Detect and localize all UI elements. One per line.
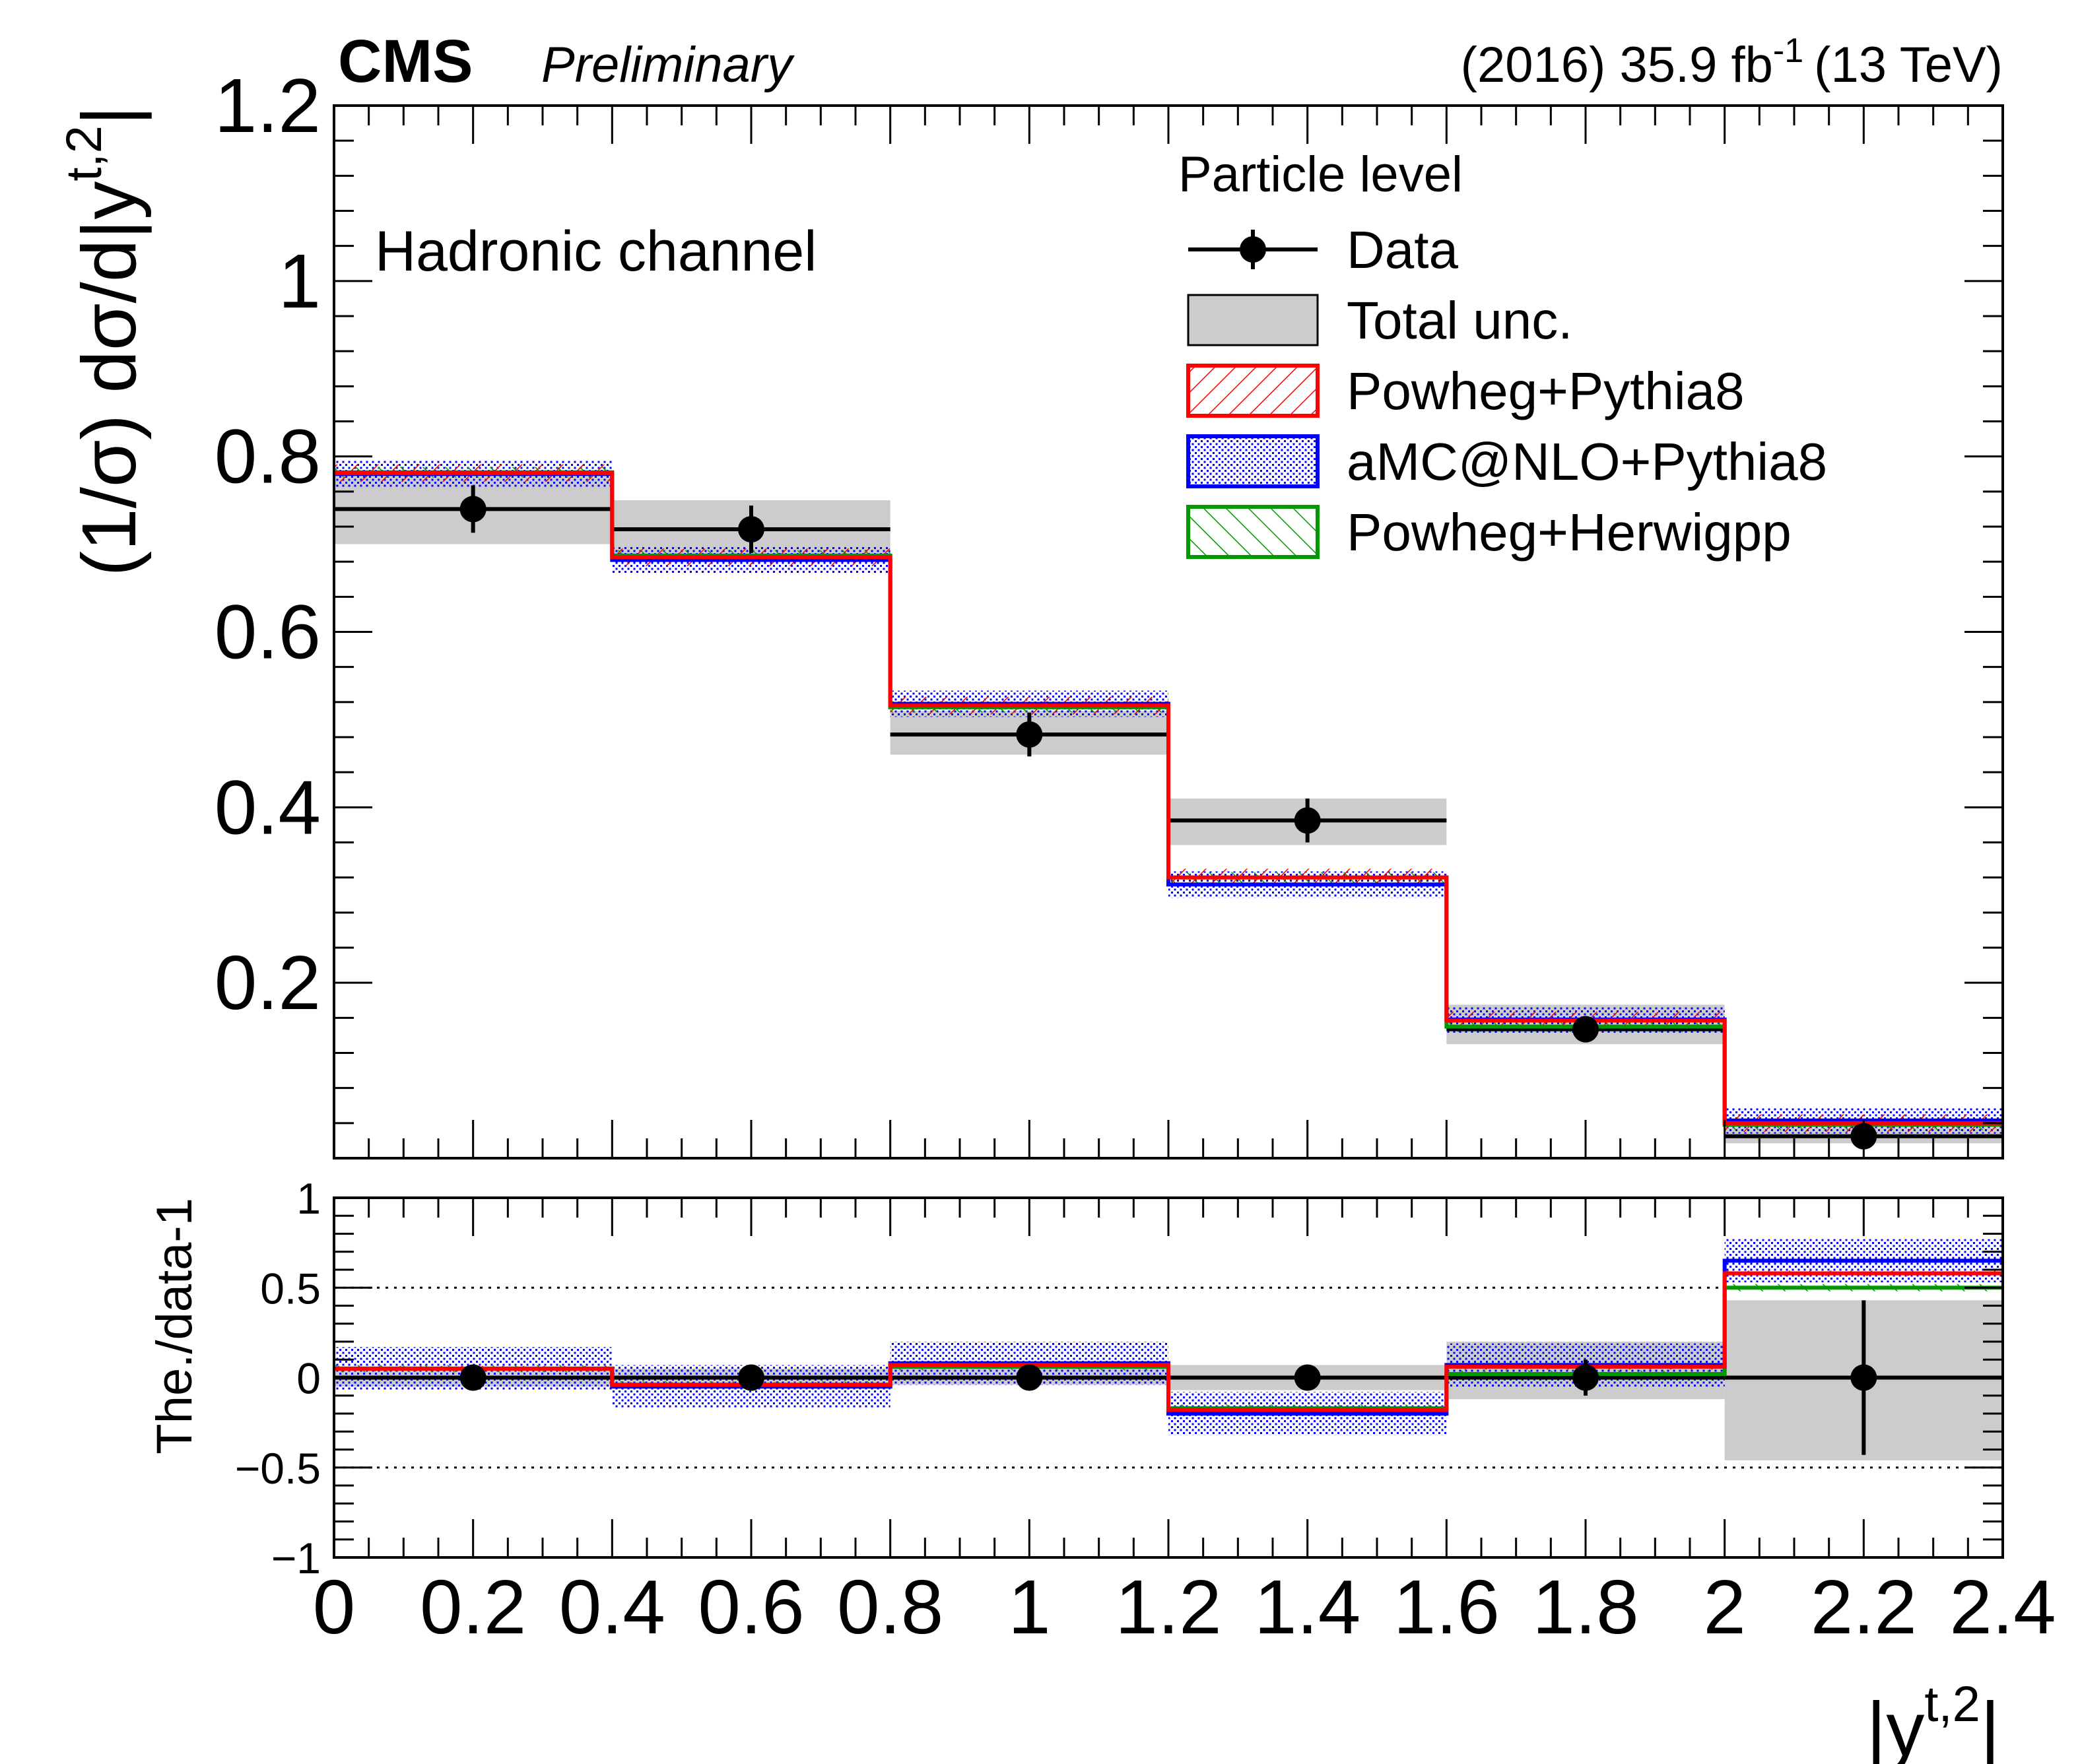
status-label: Preliminary [541,37,795,93]
ratio-y-tick-label: −0.5 [235,1444,321,1493]
ratio-data-point-5 [1572,1364,1599,1391]
x-tick-label: 0.4 [559,1564,665,1650]
ratio-y-tick-label: −1 [271,1534,321,1583]
x-tick-label: 1 [1008,1564,1051,1650]
legend-amcatnlo-pythia8-swatch [1186,434,1320,488]
main-y-tick-label: 0.2 [215,940,321,1026]
x-tick-label: 1.8 [1532,1564,1638,1650]
x-tick-label: 0.2 [420,1564,526,1650]
experiment-label: CMS [338,28,473,95]
main-y-tick-label: 0.8 [215,414,321,500]
x-label-text: |y [1866,1686,1924,1764]
ratio-powheg-pythia8-step-line [334,1271,2003,1412]
ratio-data-point-4 [1294,1364,1321,1391]
legend-label: Data [1347,220,1458,279]
legend-data-marker [1240,236,1266,263]
main-data-point-3 [1016,721,1043,748]
ratio-data-point-1 [459,1364,486,1391]
legend-powheg-pythia8-swatch [1186,364,1320,418]
x-tick-label: 0.8 [837,1564,943,1650]
x-tick-label: 0 [313,1564,356,1650]
main-data-point-4 [1294,807,1321,834]
ratio-plot-area [334,1239,2003,1469]
main-y-tick-label: 1 [278,238,321,324]
main-y-label-sup: t,2 [56,125,112,181]
x-label-close: | [1980,1686,2000,1764]
main-y-tick-label: 0.4 [215,764,321,850]
main-data-point-1 [459,496,486,523]
main-y-axis-label: (1/σ) dσ/d|yt,2| [56,106,152,576]
main-y-label-close: | [66,106,152,125]
ratio-y-tick-label: 0.5 [260,1264,321,1313]
x-label-sup: t,2 [1924,1676,1980,1732]
main-powheg-pythia8-step-line [334,471,2003,1125]
ratio-data-point-2 [738,1364,764,1391]
x-tick-label: 2.4 [1949,1564,2056,1650]
legend-label: Total unc. [1347,291,1572,350]
legend-label: Powheg+Herwigpp [1347,503,1792,562]
main-y-tick-label: 0.6 [215,589,321,675]
ratio-y-tick-label: 0 [296,1354,321,1403]
ratio-axis-ticks: 0 0.2 0.4 0.6 0.8 1 1.2 1.4 1.6 1.8 2 2.2 2.4 −1 −0.5 0… [235,1174,2056,1650]
lumi-prefix: (2016) 35.9 fb [1461,37,1773,93]
ratio-data-point-6 [1850,1364,1877,1391]
legend-label: aMC@NLO+Pythia8 [1347,432,1827,491]
x-tick-label: 1.4 [1254,1564,1360,1650]
ratio-panel: 0 0.2 0.4 0.6 0.8 1 1.2 1.4 1.6 1.8 2 2.2 2.4 −1 −0.5 0… [147,1174,2056,1764]
x-tick-label: 0.6 [698,1564,804,1650]
lumi-sup: -1 [1773,32,1803,70]
main-data-point-2 [738,515,764,542]
main-y-tick-label: 1.2 [215,63,321,148]
legend-powheg-herwigpp-swatch [1186,505,1320,559]
main-y-label-text: (1/σ) dσ/d|y [66,181,152,577]
main-data-point-5 [1572,1016,1599,1043]
x-tick-label: 1.2 [1115,1564,1221,1650]
channel-label: Hadronic channel [375,220,817,283]
x-axis-label: |yt,2| [1866,1676,2000,1764]
ratio-y-axis-label: The./data-1 [147,1198,203,1454]
x-tick-label: 2 [1703,1564,1746,1650]
lumi-label: (2016) 35.9 fb-1 (13 TeV) [1461,32,2003,93]
legend-total-unc-swatch [1187,294,1319,346]
legend-label: Powheg+Pythia8 [1347,362,1745,420]
main-plot-area [334,461,2003,1150]
ratio-y-tick-label: 1 [296,1174,321,1223]
lumi-suffix: (13 TeV) [1814,37,2003,93]
main-axis-ticks: 0.2 0.4 0.6 0.8 1 1.2 [215,63,2004,1160]
legend-header: Particle level [1178,147,1463,203]
x-tick-label: 2.2 [1811,1564,1917,1650]
ratio-data-point-3 [1016,1364,1043,1391]
legend: Particle level Data Total unc. Powheg+Pyth… [1178,147,1827,562]
main-panel: 0.2 0.4 0.6 0.8 1 1.2 Hadronic channel (1/σ) … [56,63,2004,1160]
x-tick-label: 1.6 [1393,1564,1500,1650]
